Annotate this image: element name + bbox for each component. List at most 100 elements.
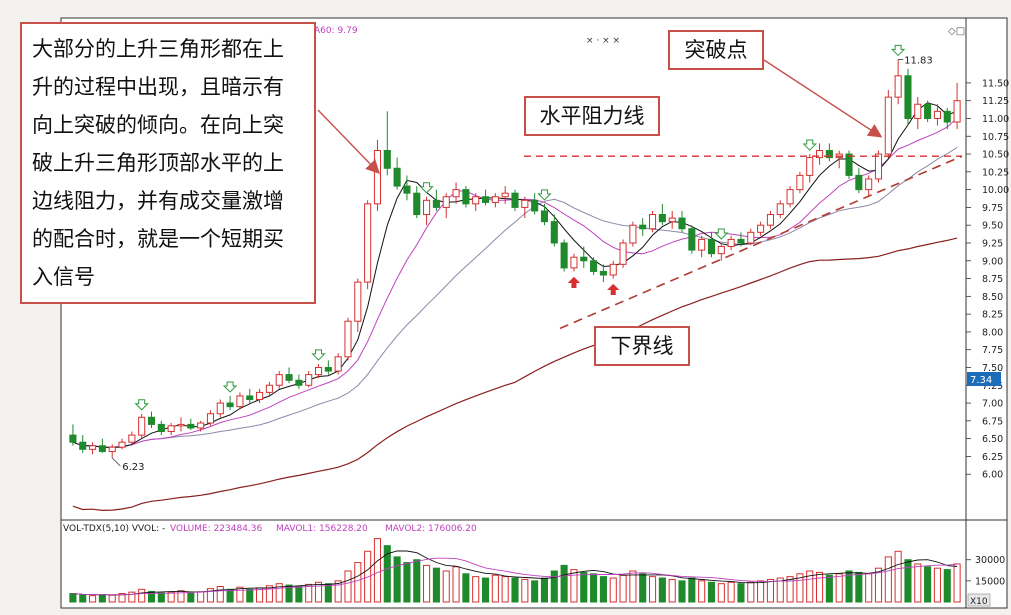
- candle-body: [609, 263, 617, 276]
- volume-bar: [314, 581, 323, 603]
- candle-body: [894, 75, 902, 98]
- volume-bar: [865, 573, 873, 603]
- candle-body: [766, 214, 774, 226]
- candle-body: [511, 192, 519, 208]
- volume-bar: [491, 574, 499, 603]
- candle-body: [344, 320, 352, 358]
- volume-bar: [609, 577, 617, 603]
- volume-bar: [914, 563, 922, 603]
- candle-body: [295, 379, 303, 386]
- candle-body: [855, 174, 863, 191]
- volume-bar: [236, 586, 244, 603]
- guide-lines: [111, 59, 963, 467]
- mavol2-value: MAVOL2: 176006.20: [385, 524, 477, 534]
- price-tick-label: 10.00: [982, 185, 1009, 196]
- price-tick-label: 10.25: [982, 167, 1009, 178]
- volume-bar: [206, 588, 214, 603]
- candle-body: [138, 416, 146, 436]
- buy-hint-arrow-icon: [714, 228, 729, 240]
- volume-bar: [511, 577, 519, 603]
- current-price-box: [967, 372, 1001, 386]
- price-tick-label: 7.00: [982, 399, 1003, 410]
- volume-bar: [855, 571, 863, 603]
- candle-body: [540, 210, 549, 223]
- buy-hint-arrow-icon: [222, 381, 238, 393]
- price-tick-label: 11.50: [982, 78, 1009, 89]
- ma60-line: [72, 237, 958, 512]
- candle-body: [432, 199, 440, 208]
- volume-bar: [776, 577, 784, 603]
- candle-body: [491, 196, 499, 203]
- candle-body: [383, 149, 391, 169]
- annotation-breakout-point: 突破点: [668, 30, 764, 70]
- price-tick-label: 9.00: [982, 256, 1003, 267]
- volume-bar: [157, 592, 165, 603]
- volume-bar: [216, 586, 224, 603]
- candle-body: [678, 217, 686, 230]
- ma20-line: [72, 147, 958, 448]
- candle-body: [933, 110, 941, 119]
- candle-body: [796, 174, 804, 191]
- candle-body: [314, 366, 323, 376]
- volume-title: VOL-TDX(5,10) VVOL: -: [63, 524, 165, 534]
- volume-bar: [816, 571, 824, 603]
- buy-signal-arrow-icon: [607, 283, 620, 296]
- candle-body: [285, 374, 293, 381]
- mavol1-line: [72, 550, 958, 596]
- candle-body: [953, 100, 961, 123]
- volume-bar: [442, 570, 450, 603]
- candle-body: [816, 149, 824, 159]
- candle-body: [747, 231, 755, 244]
- volume-bar: [334, 580, 342, 603]
- candle-body: [364, 203, 372, 283]
- volume-bar: [570, 569, 578, 603]
- volume-bar: [639, 573, 647, 603]
- candle-body: [423, 199, 431, 216]
- volume-bar: [668, 578, 676, 603]
- volume-bar: [285, 584, 293, 603]
- candle-body: [865, 178, 873, 191]
- candle-body: [246, 395, 254, 401]
- volume-tick-label: 30000: [975, 555, 1005, 566]
- candle-body: [658, 214, 666, 223]
- candle-body: [501, 192, 509, 198]
- candle-body: [924, 103, 932, 119]
- volume-bar: [796, 573, 804, 603]
- candle-body: [197, 422, 205, 429]
- pointer-arrow-breakout: [763, 59, 883, 138]
- volume-bar: [619, 574, 627, 603]
- volume-bar: [737, 583, 745, 603]
- price-tick-label: 11.00: [982, 114, 1009, 125]
- volume-bar: [953, 563, 961, 603]
- volume-bar: [344, 570, 352, 603]
- volume-bar: [305, 583, 313, 603]
- candle-body: [147, 416, 156, 425]
- volume-bar: [835, 573, 843, 603]
- mavol1-value: MAVOL1: 156228.20: [276, 524, 368, 534]
- volume-bar: [747, 581, 755, 603]
- low-label-tick: [111, 457, 121, 467]
- candle-body: [452, 189, 460, 198]
- volume-bar: [481, 577, 490, 603]
- volume-tick-label: 15000: [975, 576, 1005, 587]
- volume-axis: 30000 15000: [966, 555, 1005, 587]
- current-price-label: 7.34: [970, 375, 992, 386]
- volume-bar: [540, 577, 549, 603]
- volume-bar: [393, 556, 401, 603]
- volume-bar: [197, 591, 205, 603]
- lower-boundary-line: [559, 155, 963, 330]
- volume-bar: [275, 583, 283, 603]
- volume-bar: [717, 583, 725, 603]
- price-tick-label: 8.50: [982, 292, 1003, 303]
- candle-body: [403, 185, 411, 194]
- candle-body: [167, 425, 175, 433]
- candle-body: [943, 110, 951, 123]
- candle-body: [776, 203, 784, 216]
- candle-body: [639, 224, 647, 230]
- volume-bar: [383, 545, 391, 603]
- volume-bar: [943, 569, 951, 603]
- low-label: 6.23: [122, 462, 144, 473]
- candle-body: [668, 217, 676, 223]
- header-markers: × · × ×: [586, 36, 620, 46]
- price-tick-label: 11.25: [982, 96, 1009, 107]
